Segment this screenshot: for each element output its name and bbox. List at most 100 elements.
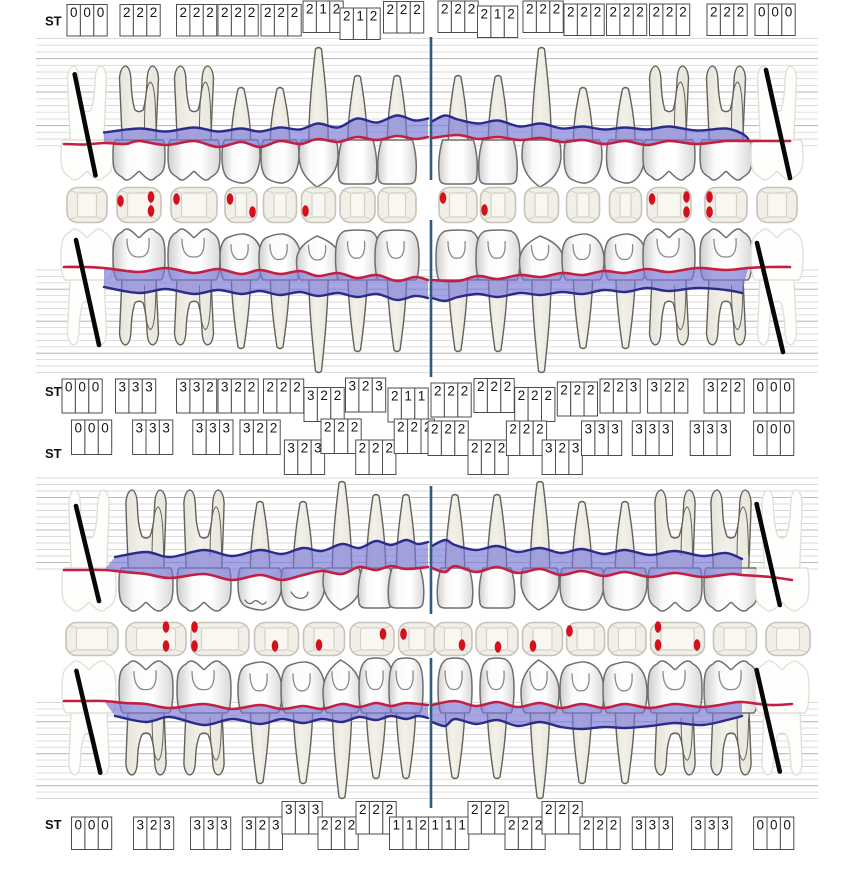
svg-text:2: 2 (234, 5, 242, 20)
svg-text:3: 3 (272, 818, 280, 833)
svg-text:3: 3 (649, 422, 657, 437)
svg-text:2: 2 (280, 380, 288, 395)
svg-text:3: 3 (118, 380, 126, 395)
svg-text:2: 2 (301, 441, 309, 456)
svg-text:0: 0 (92, 380, 100, 395)
svg-text:0: 0 (101, 818, 109, 833)
svg-text:3: 3 (162, 421, 170, 436)
svg-text:3: 3 (312, 802, 320, 817)
svg-text:3: 3 (193, 818, 201, 833)
svg-text:2: 2 (431, 422, 439, 437)
svg-text:2: 2 (471, 441, 479, 456)
svg-text:2: 2 (498, 441, 506, 456)
svg-text:2: 2 (720, 380, 728, 395)
svg-text:2: 2 (348, 818, 356, 833)
svg-text:2: 2 (362, 379, 370, 394)
svg-text:2: 2 (321, 818, 329, 833)
svg-text:3: 3 (287, 441, 295, 456)
svg-text:2: 2 (441, 2, 449, 17)
svg-text:3: 3 (375, 379, 383, 394)
svg-text:2: 2 (234, 380, 242, 395)
svg-text:2: 2 (372, 441, 380, 456)
svg-text:3: 3 (163, 818, 171, 833)
svg-text:2: 2 (677, 380, 685, 395)
svg-text:2: 2 (206, 5, 214, 20)
svg-text:2: 2 (471, 802, 479, 817)
svg-text:2: 2 (536, 422, 544, 437)
svg-text:2: 2 (734, 380, 742, 395)
svg-text:2: 2 (277, 5, 285, 20)
svg-text:2: 2 (572, 802, 580, 817)
svg-text:2: 2 (400, 2, 408, 17)
svg-text:2: 2 (193, 5, 201, 20)
svg-text:2: 2 (545, 802, 553, 817)
svg-text:0: 0 (757, 818, 765, 833)
svg-text:2: 2 (664, 380, 672, 395)
svg-text:0: 0 (74, 818, 82, 833)
svg-text:1: 1 (432, 818, 440, 833)
svg-text:ST: ST (45, 446, 62, 461)
svg-text:3: 3 (243, 421, 251, 436)
svg-text:3: 3 (708, 818, 716, 833)
svg-text:3: 3 (193, 380, 201, 395)
svg-text:3: 3 (314, 441, 322, 456)
svg-text:2: 2 (391, 389, 399, 404)
svg-text:2: 2 (419, 818, 427, 833)
svg-text:1: 1 (494, 7, 502, 22)
svg-text:2: 2 (334, 388, 342, 403)
svg-text:3: 3 (298, 802, 306, 817)
svg-text:2: 2 (150, 818, 158, 833)
svg-text:2: 2 (179, 5, 187, 20)
svg-text:0: 0 (758, 5, 766, 20)
svg-text:3: 3 (635, 818, 643, 833)
svg-text:2: 2 (386, 2, 394, 17)
svg-text:3: 3 (707, 380, 715, 395)
svg-text:3: 3 (545, 441, 553, 456)
svg-text:3: 3 (611, 422, 619, 437)
svg-text:0: 0 (65, 380, 73, 395)
svg-text:3: 3 (707, 422, 715, 437)
svg-text:2: 2 (567, 5, 575, 20)
svg-text:2: 2 (535, 818, 543, 833)
svg-text:2: 2 (558, 441, 566, 456)
svg-text:3: 3 (572, 441, 580, 456)
svg-text:2: 2 (477, 379, 485, 394)
svg-text:2: 2 (270, 421, 278, 436)
svg-text:2: 2 (484, 802, 492, 817)
svg-text:2: 2 (504, 379, 512, 394)
svg-text:2: 2 (333, 2, 341, 17)
svg-text:2: 2 (434, 384, 442, 399)
svg-text:2: 2 (359, 802, 367, 817)
svg-text:3: 3 (720, 422, 728, 437)
svg-text:2: 2 (264, 5, 272, 20)
svg-text:2: 2 (526, 2, 534, 17)
svg-text:2: 2 (136, 5, 144, 20)
svg-text:2: 2 (498, 802, 506, 817)
svg-text:2: 2 (610, 818, 618, 833)
svg-text:0: 0 (785, 5, 793, 20)
svg-text:0: 0 (770, 422, 778, 437)
svg-text:3: 3 (179, 380, 187, 395)
svg-text:3: 3 (221, 380, 229, 395)
svg-text:0: 0 (78, 380, 86, 395)
svg-text:2: 2 (623, 5, 631, 20)
svg-text:2: 2 (372, 802, 380, 817)
svg-text:0: 0 (770, 380, 778, 395)
svg-text:2: 2 (490, 379, 498, 394)
svg-text:1: 1 (458, 818, 466, 833)
svg-text:2: 2 (616, 380, 624, 395)
svg-text:0: 0 (771, 5, 779, 20)
svg-text:1: 1 (319, 2, 327, 17)
svg-text:2: 2 (539, 2, 547, 17)
svg-text:0: 0 (783, 380, 791, 395)
svg-text:2: 2 (444, 422, 452, 437)
svg-text:0: 0 (757, 422, 765, 437)
svg-text:2: 2 (508, 818, 516, 833)
svg-text:0: 0 (74, 421, 82, 436)
svg-text:3: 3 (196, 421, 204, 436)
svg-text:2: 2 (458, 422, 466, 437)
svg-text:3: 3 (649, 818, 657, 833)
svg-text:2: 2 (343, 9, 351, 24)
svg-text:2: 2 (150, 5, 158, 20)
svg-text:0: 0 (757, 380, 765, 395)
